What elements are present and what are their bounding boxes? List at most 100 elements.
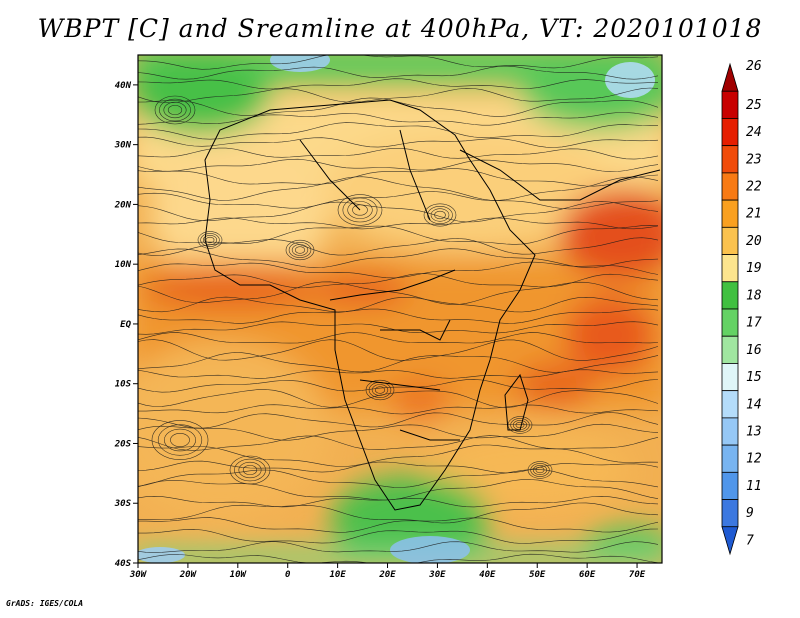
streamline-eddy [288, 242, 312, 258]
streamline-eddy [291, 244, 309, 256]
colorbar-label: 7 [746, 533, 754, 548]
streamline-eddy [170, 433, 190, 447]
colorbar-label: 23 [746, 152, 762, 167]
colorbar-swatch [721, 471, 739, 500]
streamline [138, 369, 659, 379]
streamline [138, 495, 659, 508]
colorbar-label: 14 [746, 397, 762, 412]
streamline-eddy [157, 424, 203, 456]
streamline [138, 332, 659, 344]
streamline [138, 122, 659, 140]
streamline-eddy [434, 210, 446, 220]
colorbar-label: 12 [746, 452, 762, 467]
streamline-eddy [197, 231, 223, 249]
streamline-eddy [374, 386, 386, 394]
colorbar-swatch [721, 308, 739, 337]
streamline-eddy [159, 98, 191, 122]
streamline [138, 502, 659, 524]
streamline-eddy [167, 104, 183, 116]
colorbar-swatch [721, 145, 739, 174]
chart-title: WBPT [C] and Sreamline at 400hPa, VT: 20… [37, 14, 763, 43]
lon-tick-label: 40E [479, 570, 496, 580]
colorbar-swatch [721, 172, 739, 201]
streamline-eddy [530, 463, 550, 477]
streamline [138, 339, 659, 361]
streamline-eddy [347, 201, 373, 219]
streamline [138, 65, 659, 80]
streamline-eddy [423, 203, 457, 227]
colorbar: 26 25 24 23 22 21 20 19 18 17 16 15 14 13 12 11 9 7 [721, 59, 762, 556]
lon-tick-label: 20W [179, 570, 198, 580]
lat-tick-label: 10N [115, 260, 132, 270]
lat-tick-label: 20N [114, 200, 132, 210]
colorbar-swatch [721, 363, 739, 392]
lat-tick-label: 40S [115, 559, 132, 569]
streamline-eddy [154, 95, 196, 125]
colorbar-label: 20 [746, 234, 762, 249]
streamline [138, 224, 659, 245]
streamline-eddy [365, 379, 395, 401]
streamline [138, 158, 659, 173]
streamline [138, 217, 659, 230]
colorbar-swatch [721, 417, 739, 446]
colorbar-swatch [721, 199, 739, 228]
streamline [138, 528, 659, 544]
colorbar-label: 16 [746, 343, 762, 358]
colorbar-label: 22 [746, 180, 762, 195]
streamline-eddy [342, 197, 378, 223]
lat-tick-label: 40N [115, 81, 132, 91]
streamline [138, 176, 659, 201]
streamline-eddy [527, 461, 553, 479]
colorbar-swatch [721, 62, 739, 92]
streamline [138, 78, 658, 90]
streamline-eddy [234, 458, 266, 482]
streamline-eddy [200, 233, 220, 247]
streamline [138, 97, 659, 117]
streamline [138, 423, 659, 441]
lon-tick-label: 10W [230, 570, 248, 580]
streamline [138, 308, 659, 324]
streamline-eddy [163, 101, 187, 119]
streamline-eddy [515, 421, 525, 429]
colorbar-label: 17 [746, 316, 762, 331]
streamline [138, 435, 659, 451]
streamline [138, 389, 659, 408]
colorbar-label: 13 [746, 425, 762, 440]
lon-tick-label: 10E [329, 570, 346, 580]
colorbar-swatch [721, 526, 739, 556]
streamline-eddy [294, 246, 306, 254]
streamline-eddy [242, 464, 258, 476]
streamline [138, 237, 659, 256]
streamline-eddy [510, 418, 530, 432]
lat-tick-label: EQ [120, 320, 131, 330]
streamline-layer [138, 55, 659, 563]
longitude-axis: 30W 20W 10W 0 10E 20E 30E 40E 50E 60E 70E [129, 563, 646, 580]
lat-tick-label: 30N [114, 141, 132, 151]
streamline [138, 460, 659, 474]
lon-tick-label: 0 [285, 570, 291, 580]
streamline-eddy [229, 455, 271, 485]
streamline [138, 469, 659, 488]
streamline-eddy [337, 194, 383, 226]
streamline [138, 201, 659, 223]
streamline [138, 87, 659, 104]
colorbar-swatch [721, 390, 739, 419]
streamline [138, 147, 659, 160]
streamline [138, 168, 659, 187]
streamline [138, 281, 659, 305]
colorbar-label: 18 [746, 288, 762, 303]
streamline [138, 444, 659, 467]
streamline-eddy [202, 234, 218, 246]
coastline-layer [204, 99, 661, 511]
streamline [138, 112, 659, 126]
colorbar-label: 25 [746, 98, 762, 113]
streamline-eddy [238, 461, 262, 479]
colorbar-label: 19 [746, 261, 762, 276]
colorbar-swatch [721, 118, 739, 147]
streamline [138, 553, 659, 563]
colorbar-swatch [721, 335, 739, 364]
streamline [138, 55, 659, 70]
lon-tick-label: 50E [529, 570, 546, 580]
colorbar-label: 11 [746, 479, 762, 494]
